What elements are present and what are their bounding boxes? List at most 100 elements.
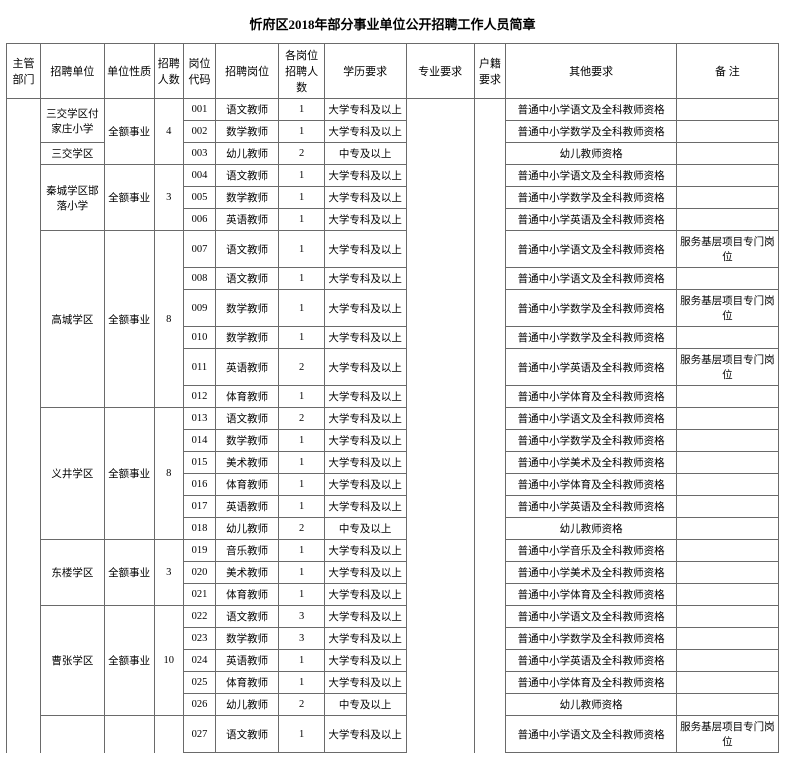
cell-note (676, 99, 778, 121)
cell-post: 英语教师 (215, 349, 279, 386)
cell-num: 3 (279, 628, 324, 650)
cell-other: 普通中小学美术及全科教师资格 (506, 452, 676, 474)
cell-other: 普通中小学体育及全科教师资格 (506, 474, 676, 496)
cell-post: 数学教师 (215, 628, 279, 650)
cell-code: 026 (184, 694, 216, 716)
cell-other: 幼儿教师资格 (506, 143, 676, 165)
cell-other: 普通中小学英语及全科教师资格 (506, 349, 676, 386)
cell-major (406, 99, 474, 753)
cell-note: 服务基层项目专门岗位 (676, 716, 778, 753)
cell-unit: 曹张学区 (41, 606, 105, 716)
cell-other: 普通中小学体育及全科教师资格 (506, 584, 676, 606)
hdr-num: 各岗位招聘人数 (279, 44, 324, 99)
cell-num: 1 (279, 430, 324, 452)
cell-num: 2 (279, 518, 324, 540)
cell-edu: 大学专科及以上 (324, 187, 406, 209)
cell-other: 普通中小学英语及全科教师资格 (506, 209, 676, 231)
cell-num: 1 (279, 716, 324, 753)
cell-code: 025 (184, 672, 216, 694)
cell-post: 数学教师 (215, 121, 279, 143)
cell-edu: 大学专科及以上 (324, 474, 406, 496)
cell-edu: 中专及以上 (324, 518, 406, 540)
cell-edu: 大学专科及以上 (324, 496, 406, 518)
cell-total: 3 (154, 165, 184, 231)
cell-other: 普通中小学美术及全科教师资格 (506, 562, 676, 584)
cell-code: 016 (184, 474, 216, 496)
cell-nature: 全额事业 (104, 99, 154, 165)
cell-other: 幼儿教师资格 (506, 694, 676, 716)
cell-edu: 大学专科及以上 (324, 121, 406, 143)
cell-num: 1 (279, 496, 324, 518)
cell-code: 024 (184, 650, 216, 672)
cell-edu: 中专及以上 (324, 694, 406, 716)
cell-num: 1 (279, 268, 324, 290)
cell-nature: 全额事业 (104, 606, 154, 716)
cell-note (676, 540, 778, 562)
cell-code: 023 (184, 628, 216, 650)
cell-num: 1 (279, 584, 324, 606)
cell-note (676, 386, 778, 408)
cell-note (676, 430, 778, 452)
cell-post: 体育教师 (215, 584, 279, 606)
header-row: 主管 部门 招聘单位 单位性质 招聘人数 岗位代码 招聘岗位 各岗位招聘人数 学… (7, 44, 779, 99)
cell-num: 1 (279, 672, 324, 694)
cell-other: 普通中小学语文及全科教师资格 (506, 231, 676, 268)
cell-other: 普通中小学语文及全科教师资格 (506, 716, 676, 753)
cell-num: 1 (279, 562, 324, 584)
cell-edu: 大学专科及以上 (324, 628, 406, 650)
cell-note (676, 694, 778, 716)
cell-total: 4 (154, 99, 184, 165)
table-row: 曹张学区全额事业10022语文教师3大学专科及以上普通中小学语文及全科教师资格 (7, 606, 779, 628)
cell-other: 幼儿教师资格 (506, 518, 676, 540)
cell-num: 1 (279, 290, 324, 327)
cell-note (676, 327, 778, 349)
cell-edu: 大学专科及以上 (324, 452, 406, 474)
cell-note (676, 562, 778, 584)
cell-other: 普通中小学数学及全科教师资格 (506, 290, 676, 327)
cell-note (676, 584, 778, 606)
cell-unit (41, 716, 105, 753)
cell-unit: 高城学区 (41, 231, 105, 408)
cell-other: 普通中小学语文及全科教师资格 (506, 165, 676, 187)
cell-code: 002 (184, 121, 216, 143)
cell-post: 语文教师 (215, 231, 279, 268)
cell-code: 001 (184, 99, 216, 121)
cell-note (676, 187, 778, 209)
cell-code: 015 (184, 452, 216, 474)
cell-post: 体育教师 (215, 672, 279, 694)
cell-note (676, 408, 778, 430)
cell-post: 幼儿教师 (215, 694, 279, 716)
cell-num: 1 (279, 327, 324, 349)
cell-code: 013 (184, 408, 216, 430)
cell-unit: 三交学区 (41, 143, 105, 165)
cell-note (676, 474, 778, 496)
cell-hk (474, 99, 506, 753)
cell-post: 体育教师 (215, 474, 279, 496)
cell-unit: 义井学区 (41, 408, 105, 540)
cell-nature: 全额事业 (104, 540, 154, 606)
cell-note (676, 165, 778, 187)
cell-edu: 大学专科及以上 (324, 268, 406, 290)
cell-note (676, 518, 778, 540)
cell-note (676, 268, 778, 290)
cell-edu: 大学专科及以上 (324, 290, 406, 327)
cell-code: 019 (184, 540, 216, 562)
cell-other: 普通中小学数学及全科教师资格 (506, 327, 676, 349)
cell-note (676, 496, 778, 518)
cell-post: 幼儿教师 (215, 518, 279, 540)
cell-edu: 大学专科及以上 (324, 716, 406, 753)
cell-other: 普通中小学音乐及全科教师资格 (506, 540, 676, 562)
cell-edu: 大学专科及以上 (324, 430, 406, 452)
hdr-dept: 主管 部门 (7, 44, 41, 99)
cell-other: 普通中小学数学及全科教师资格 (506, 628, 676, 650)
cell-post: 美术教师 (215, 562, 279, 584)
cell-edu: 大学专科及以上 (324, 650, 406, 672)
cell-code: 007 (184, 231, 216, 268)
cell-edu: 中专及以上 (324, 143, 406, 165)
cell-code: 011 (184, 349, 216, 386)
table-row: 东楼学区全额事业3019音乐教师1大学专科及以上普通中小学音乐及全科教师资格 (7, 540, 779, 562)
cell-other: 普通中小学数学及全科教师资格 (506, 430, 676, 452)
cell-other: 普通中小学数学及全科教师资格 (506, 187, 676, 209)
cell-nature: 全额事业 (104, 231, 154, 408)
cell-nature (104, 716, 154, 753)
